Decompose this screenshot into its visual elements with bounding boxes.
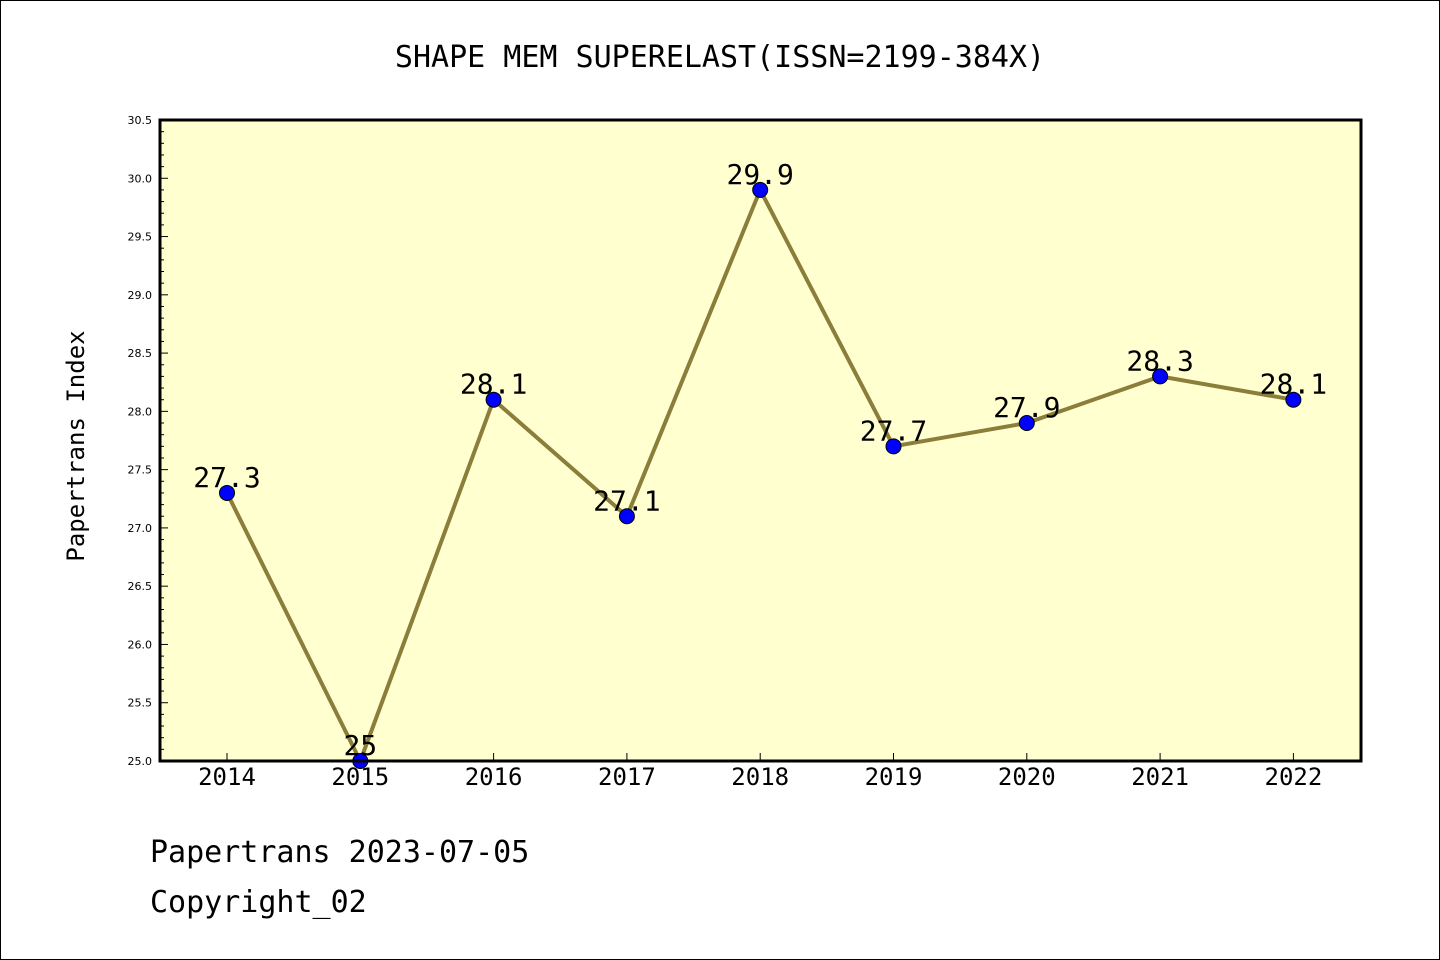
- data-point: [1018, 415, 1035, 432]
- data-point: [1285, 391, 1302, 408]
- y-tick-label: 30.5: [128, 114, 153, 127]
- data-point: [485, 391, 502, 408]
- y-tick-label: 26.0: [128, 638, 153, 651]
- x-tick-label: 2022: [1265, 763, 1323, 791]
- y-tick-label: 29.5: [128, 231, 153, 244]
- footer-copyright: Copyright_02: [150, 885, 367, 920]
- data-point: [1152, 368, 1169, 385]
- data-label: 27.3: [193, 461, 260, 494]
- data-label: 27.1: [593, 484, 660, 517]
- y-tick-label: 28.5: [128, 347, 153, 360]
- data-point: [219, 484, 235, 501]
- data-label: 28.1: [460, 368, 527, 401]
- x-tick-label: 2019: [865, 763, 923, 791]
- data-label: 29.9: [726, 158, 793, 191]
- x-tick-label: 2021: [1131, 763, 1189, 791]
- footer-date: Papertrans 2023-07-05: [150, 835, 530, 870]
- x-tick-label: 2018: [731, 763, 789, 791]
- y-tick-label: 29.0: [128, 289, 153, 302]
- data-label: 27.7: [860, 414, 927, 447]
- y-tick-label: 27.0: [128, 522, 153, 535]
- x-tick-label: 2014: [198, 763, 256, 791]
- y-axis-ticks: 25.0 25.5 26.0 26.5 27.0 27.5 28.0 28.5 29.0 29.5…: [128, 114, 168, 768]
- data-point: [752, 181, 769, 198]
- data-point: [885, 438, 902, 455]
- data-label: 25: [343, 729, 377, 762]
- plot-border: [158, 118, 1363, 763]
- data-label: 28.3: [1126, 344, 1193, 377]
- x-tick-label: 2017: [598, 763, 656, 791]
- y-tick-label: 27.5: [128, 464, 153, 477]
- y-tick-label: 25.0: [128, 755, 153, 768]
- y-tick-label: 26.5: [128, 580, 153, 593]
- x-tick-label: 2020: [998, 763, 1056, 791]
- y-tick-label: 28.0: [128, 405, 153, 418]
- data-label: 27.9: [993, 391, 1060, 424]
- plot-area: [160, 120, 1361, 761]
- y-tick-label: 30.0: [128, 172, 153, 185]
- data-label: 28.1: [1260, 368, 1327, 401]
- x-axis-ticks: 2014 2015 2016 2017 2018 2019 2020 2021 2022: [198, 753, 1322, 791]
- chart-title: SHAPE MEM SUPERELAST(ISSN=2199-384X): [395, 40, 1045, 75]
- y-axis-label: Papertrans Index: [62, 330, 90, 561]
- series-group: 27.3 25 28.1 27.1 29.9 27.7 27.9 28.3 28.1: [193, 158, 1327, 769]
- x-tick-label: 2016: [465, 763, 523, 791]
- y-tick-label: 25.5: [128, 697, 153, 710]
- data-point: [618, 508, 635, 525]
